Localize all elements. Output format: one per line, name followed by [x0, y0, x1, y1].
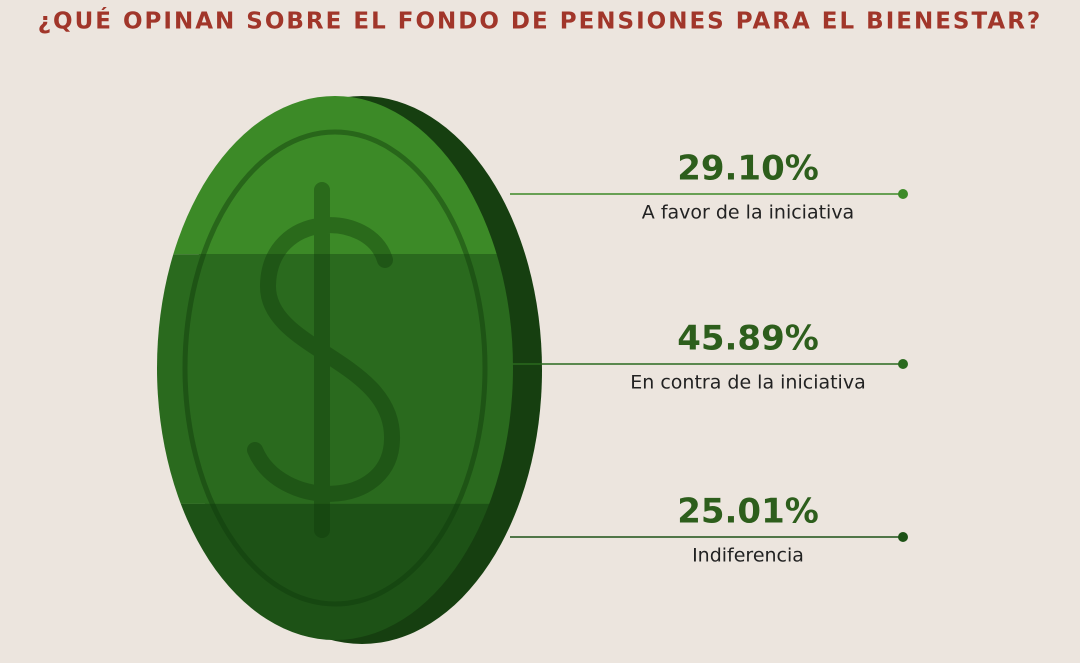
value-label: 25.01% [677, 492, 819, 532]
chart-title: ¿QUÉ OPINAN SOBRE EL FONDO DE PENSIONES … [38, 7, 1043, 35]
value-label: 29.10% [677, 149, 819, 189]
leader-dot [898, 189, 908, 199]
coin-ring [182, 129, 488, 607]
leader-dot [898, 532, 908, 542]
category-label: A favor de la iniciativa [642, 202, 854, 224]
leader-dot [898, 359, 908, 369]
dollar-icon [247, 182, 401, 538]
value-label: 45.89% [677, 319, 819, 359]
category-label: Indiferencia [692, 545, 804, 567]
coin-segment [157, 254, 513, 504]
category-label: En contra de la iniciativa [630, 372, 865, 394]
